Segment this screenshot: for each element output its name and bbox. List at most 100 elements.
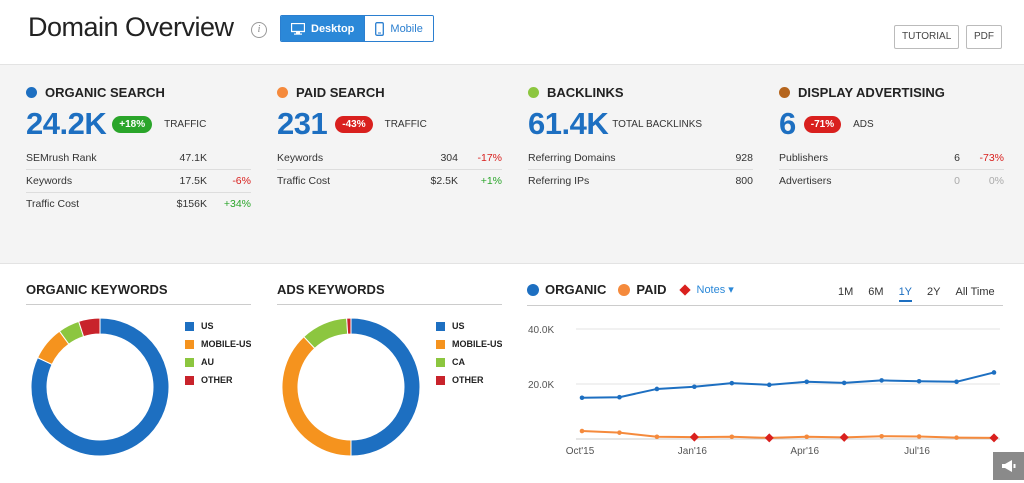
trend-legend: ORGANIC PAID Notes ▾ bbox=[527, 282, 746, 297]
data-point-organic[interactable] bbox=[804, 379, 810, 385]
ads-keywords-title: ADS KEYWORDS bbox=[277, 282, 385, 297]
legend-item-other[interactable]: OTHER bbox=[436, 371, 502, 389]
feedback-button[interactable] bbox=[993, 452, 1024, 480]
organic-search-panel: ORGANIC SEARCH 24.2K +18% TRAFFIC SEMrus… bbox=[26, 83, 251, 215]
row-value[interactable]: $2.5K bbox=[430, 175, 458, 187]
range-1m[interactable]: 1M bbox=[838, 286, 854, 298]
row-label: Keywords bbox=[277, 152, 324, 164]
data-point-organic[interactable] bbox=[654, 386, 660, 392]
legend-item-other[interactable]: OTHER bbox=[185, 371, 251, 389]
row-label: Publishers bbox=[779, 152, 829, 164]
tutorial-button[interactable]: TUTORIAL bbox=[894, 25, 960, 49]
legend-label: MOBILE-US bbox=[201, 339, 251, 349]
paid-traffic-value[interactable]: 231 bbox=[277, 106, 328, 141]
paid-search-panel: PAID SEARCH 231 -43% TRAFFIC Keywords 30… bbox=[277, 83, 502, 192]
organic-dot-icon bbox=[527, 283, 539, 296]
legend-item-us[interactable]: US bbox=[185, 317, 251, 335]
data-point-organic[interactable] bbox=[841, 380, 847, 386]
organic-row-traffic-cost: Traffic Cost $156K +34% bbox=[26, 193, 251, 215]
legend-item-mobile-us[interactable]: MOBILE-US bbox=[436, 335, 502, 353]
legend-item-organic[interactable]: ORGANIC bbox=[527, 282, 606, 297]
legend-item-au[interactable]: AU bbox=[185, 353, 251, 371]
y-tick-label: 40.0K bbox=[528, 325, 554, 336]
x-tick-label: Jul'16 bbox=[904, 446, 930, 457]
paid-traffic-change-badge: -43% bbox=[335, 115, 373, 133]
ads-keywords-legend: US MOBILE-US CA OTHER bbox=[436, 317, 502, 389]
legend-label: ORGANIC bbox=[545, 282, 607, 297]
donut-slice-us[interactable] bbox=[350, 317, 421, 457]
ads-keywords-donut bbox=[281, 317, 421, 457]
row-value[interactable]: 928 bbox=[735, 152, 753, 164]
data-point-organic[interactable] bbox=[579, 395, 585, 401]
legend-item-ca[interactable]: CA bbox=[436, 353, 502, 371]
data-point-organic[interactable] bbox=[879, 378, 884, 383]
legend-item-us[interactable]: US bbox=[436, 317, 502, 335]
note-marker[interactable] bbox=[689, 432, 699, 442]
mobile-tab[interactable]: Mobile bbox=[364, 16, 433, 41]
data-point-paid[interactable] bbox=[954, 435, 959, 440]
range-6m[interactable]: 6M bbox=[868, 286, 884, 298]
donut-slice-other[interactable] bbox=[346, 317, 352, 335]
row-change: -73% bbox=[979, 152, 1004, 164]
paid-search-title[interactable]: PAID SEARCH bbox=[296, 84, 385, 100]
backlinks-row-referring-domains: Referring Domains 928 bbox=[528, 147, 753, 170]
data-point-paid[interactable] bbox=[617, 430, 622, 435]
backlinks-value[interactable]: 61.4K bbox=[528, 106, 609, 141]
legend-label: OTHER bbox=[452, 375, 484, 385]
legend-swatch bbox=[436, 321, 445, 331]
display-dot-icon bbox=[779, 86, 790, 98]
legend-item-mobile-us[interactable]: MOBILE-US bbox=[185, 335, 251, 353]
paid-dot-icon bbox=[618, 283, 631, 296]
data-point-paid[interactable] bbox=[729, 434, 735, 440]
legend-label: OTHER bbox=[201, 375, 233, 385]
notes-dropdown[interactable]: Notes ▾ bbox=[678, 283, 734, 296]
donut-slice-mobile-us[interactable] bbox=[281, 335, 352, 457]
row-value[interactable]: 47.1K bbox=[179, 152, 207, 164]
legend-label: CA bbox=[452, 357, 465, 367]
data-point-organic[interactable] bbox=[692, 384, 697, 390]
legend-swatch bbox=[185, 321, 194, 331]
row-label: Traffic Cost bbox=[277, 175, 331, 187]
legend-label: PAID bbox=[636, 282, 667, 297]
row-label: Keywords bbox=[26, 175, 73, 187]
display-advertising-title[interactable]: DISPLAY ADVERTISING bbox=[798, 84, 945, 100]
data-point-organic[interactable] bbox=[991, 370, 997, 375]
data-point-organic[interactable] bbox=[766, 382, 772, 388]
data-point-paid[interactable] bbox=[579, 428, 585, 434]
data-point-paid[interactable] bbox=[879, 433, 884, 439]
donut-slice-other[interactable] bbox=[78, 317, 101, 338]
donut-slice-ca[interactable] bbox=[303, 317, 349, 350]
organic-traffic-change-badge: +18% bbox=[112, 115, 153, 133]
data-point-organic[interactable] bbox=[617, 394, 622, 400]
backlinks-title[interactable]: BACKLINKS bbox=[547, 84, 624, 100]
legend-item-paid[interactable]: PAID bbox=[618, 282, 667, 297]
display-ads-label: ADS bbox=[853, 118, 874, 130]
organic-traffic-value[interactable]: 24.2K bbox=[26, 106, 107, 141]
info-icon[interactable]: i bbox=[251, 22, 267, 38]
notes-diamond-icon bbox=[678, 283, 691, 296]
data-point-organic[interactable] bbox=[954, 379, 959, 385]
note-marker[interactable] bbox=[989, 433, 999, 443]
row-value[interactable]: 304 bbox=[440, 152, 458, 164]
pdf-button[interactable]: PDF bbox=[966, 25, 1002, 49]
data-point-paid[interactable] bbox=[804, 434, 810, 440]
row-value[interactable]: 17.5K bbox=[179, 175, 207, 187]
donut-slice-us[interactable] bbox=[30, 317, 170, 457]
row-change: +1% bbox=[480, 175, 502, 187]
data-point-paid[interactable] bbox=[654, 434, 660, 440]
row-value[interactable]: 800 bbox=[735, 175, 753, 187]
data-point-organic[interactable] bbox=[916, 378, 922, 384]
row-value[interactable]: 6 bbox=[954, 152, 960, 164]
data-point-organic[interactable] bbox=[729, 380, 735, 386]
display-ads-value[interactable]: 6 bbox=[779, 106, 796, 141]
row-label: Traffic Cost bbox=[26, 198, 80, 210]
row-value[interactable]: $156K bbox=[176, 198, 207, 210]
range-2y[interactable]: 2Y bbox=[927, 286, 941, 298]
note-marker[interactable] bbox=[839, 432, 849, 442]
range-1y[interactable]: 1Y bbox=[898, 286, 913, 302]
range-all-time[interactable]: All Time bbox=[955, 286, 995, 298]
note-marker[interactable] bbox=[764, 433, 774, 443]
data-point-paid[interactable] bbox=[916, 434, 922, 439]
organic-search-title[interactable]: ORGANIC SEARCH bbox=[45, 84, 165, 100]
desktop-tab[interactable]: Desktop bbox=[281, 16, 365, 41]
